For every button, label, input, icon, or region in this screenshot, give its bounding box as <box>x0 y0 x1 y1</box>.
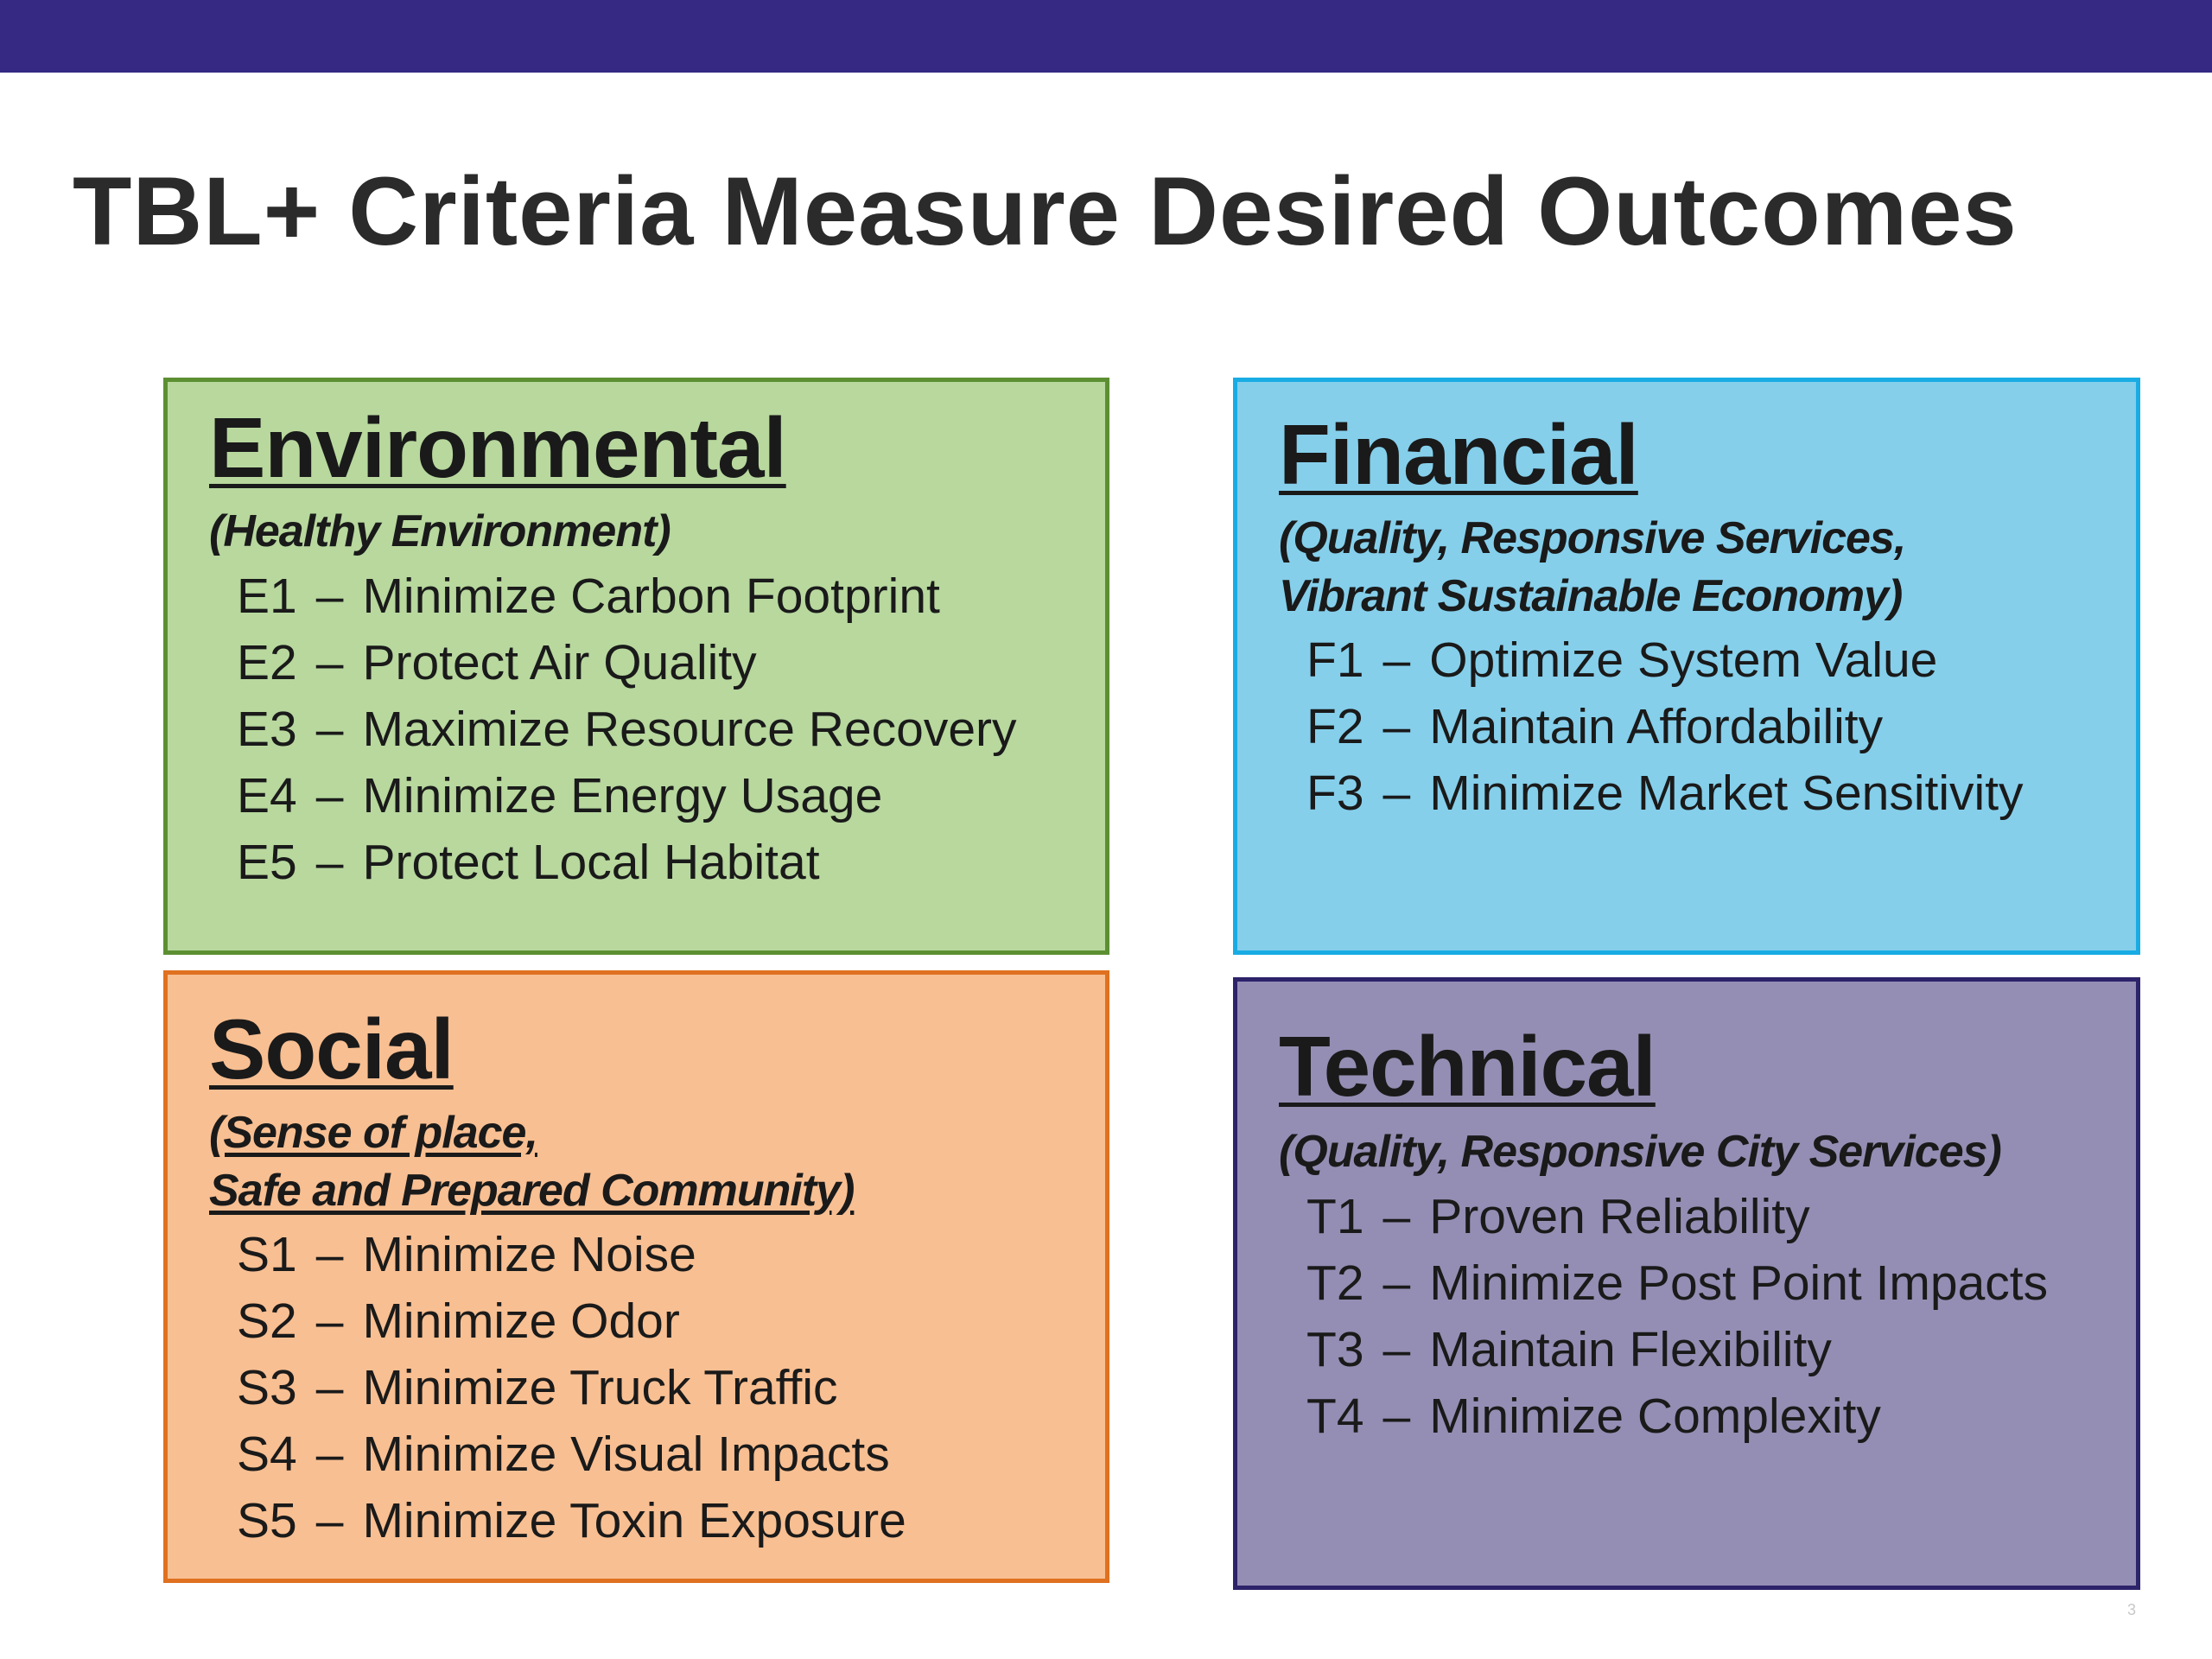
criterion-code: F2 <box>1306 699 1364 754</box>
environmental-subtitle: (Healthy Environment) <box>209 503 671 561</box>
criterion-code: E3 <box>237 702 297 757</box>
criterion-text: Minimize Truck Traffic <box>362 1360 838 1415</box>
criterion-e4: E4– Minimize Energy Usage <box>237 763 1017 830</box>
criterion-e5: E5– Protect Local Habitat <box>237 830 1017 896</box>
technical-heading: Technical <box>1279 1019 1656 1114</box>
technical-subtitle-line: (Quality, Responsive City Services) <box>1279 1127 2002 1177</box>
criterion-separator: – <box>315 1427 344 1482</box>
criterion-separator: – <box>1382 766 1411 821</box>
criterion-code: S4 <box>237 1427 297 1482</box>
criterion-code: F1 <box>1306 632 1364 688</box>
criterion-text: Minimize Odor <box>362 1294 680 1349</box>
technical-panel: Technical (Quality, Responsive City Serv… <box>1233 977 2140 1590</box>
criterion-code: F3 <box>1306 766 1364 821</box>
social-panel: Social (Sense of place, Safe and Prepare… <box>163 970 1109 1583</box>
criterion-separator: – <box>1382 1189 1411 1244</box>
criterion-text: Minimize Market Sensitivity <box>1429 766 2024 821</box>
financial-heading: Financial <box>1279 407 1639 502</box>
criterion-text: Maintain Affordability <box>1429 699 1884 754</box>
social-subtitle: (Sense of place, Safe and Prepared Commu… <box>209 1104 855 1220</box>
criterion-text: Minimize Visual Impacts <box>362 1427 890 1482</box>
criterion-text: Maximize Resource Recovery <box>362 702 1017 757</box>
criterion-text: Minimize Complexity <box>1429 1389 1881 1444</box>
criterion-text: Minimize Toxin Exposure <box>362 1493 906 1548</box>
criterion-code: T4 <box>1306 1389 1364 1444</box>
criterion-code: T1 <box>1306 1189 1364 1244</box>
criterion-separator: – <box>315 569 344 624</box>
criterion-s5: S5– Minimize Toxin Exposure <box>237 1488 906 1554</box>
top-banner-bar <box>0 0 2212 73</box>
social-heading: Social <box>209 1001 454 1096</box>
criterion-text: Maintain Flexibility <box>1429 1322 1832 1377</box>
financial-subtitle: (Quality, Responsive Services, Vibrant S… <box>1279 510 1906 626</box>
criterion-f1: F1– Optimize System Value <box>1306 627 2024 694</box>
criterion-text: Optimize System Value <box>1429 632 1938 688</box>
criterion-f2: F2– Maintain Affordability <box>1306 694 2024 760</box>
criterion-code: T3 <box>1306 1322 1364 1377</box>
environmental-criteria-list: E1– Minimize Carbon Footprint E2– Protect … <box>237 563 1017 896</box>
criterion-separator: – <box>315 1493 344 1548</box>
criterion-code: S5 <box>237 1493 297 1548</box>
technical-subtitle: (Quality, Responsive City Services) <box>1279 1123 2002 1181</box>
criterion-code: S3 <box>237 1360 297 1415</box>
criterion-text: Protect Local Habitat <box>362 835 820 890</box>
criterion-t4: T4– Minimize Complexity <box>1306 1383 2048 1450</box>
criterion-code: E2 <box>237 635 297 690</box>
criterion-separator: – <box>1382 699 1411 754</box>
criterion-s3: S3– Minimize Truck Traffic <box>237 1355 906 1421</box>
criterion-s2: S2– Minimize Odor <box>237 1288 906 1355</box>
financial-panel: Financial (Quality, Responsive Services,… <box>1233 378 2140 955</box>
criterion-separator: – <box>315 702 344 757</box>
financial-subtitle-line: (Quality, Responsive Services, <box>1279 513 1906 563</box>
criterion-separator: – <box>315 1360 344 1415</box>
criterion-code: E4 <box>237 768 297 823</box>
criterion-code: S2 <box>237 1294 297 1349</box>
social-subtitle-line: (Sense of place, <box>209 1108 538 1158</box>
page-number: 3 <box>2127 1601 2137 1618</box>
criterion-separator: – <box>315 1227 344 1282</box>
social-criteria-list: S1– Minimize Noise S2– Minimize Odor S3– Mi… <box>237 1222 906 1554</box>
criterion-text: Minimize Carbon Footprint <box>362 569 940 624</box>
criterion-e2: E2– Protect Air Quality <box>237 630 1017 696</box>
criterion-separator: – <box>1382 1255 1411 1311</box>
criterion-t1: T1– Proven Reliability <box>1306 1184 2048 1250</box>
financial-criteria-list: F1– Optimize System Value F2– Maintain Aff… <box>1306 627 2024 827</box>
criterion-separator: – <box>1382 1389 1411 1444</box>
criterion-separator: – <box>1382 1322 1411 1377</box>
criterion-e3: E3– Maximize Resource Recovery <box>237 696 1017 763</box>
criterion-text: Proven Reliability <box>1429 1189 1810 1244</box>
criterion-text: Minimize Post Point Impacts <box>1429 1255 2049 1311</box>
criterion-t3: T3– Maintain Flexibility <box>1306 1317 2048 1383</box>
criterion-text: Minimize Noise <box>362 1227 696 1282</box>
criterion-text: Minimize Energy Usage <box>362 768 883 823</box>
slide-title: TBL+ Criteria Measure Desired Outcomes <box>73 157 2018 265</box>
criterion-separator: – <box>315 768 344 823</box>
criterion-separator: – <box>315 835 344 890</box>
criterion-s1: S1– Minimize Noise <box>237 1222 906 1288</box>
environmental-panel: Environmental (Healthy Environment) E1– M… <box>163 378 1109 955</box>
criterion-code: S1 <box>237 1227 297 1282</box>
criterion-code: T2 <box>1306 1255 1364 1311</box>
environmental-heading: Environmental <box>209 400 787 495</box>
criterion-text: Protect Air Quality <box>362 635 757 690</box>
criterion-separator: – <box>315 1294 344 1349</box>
criterion-s4: S4– Minimize Visual Impacts <box>237 1421 906 1488</box>
environmental-subtitle-line: (Healthy Environment) <box>209 506 671 556</box>
criterion-t2: T2– Minimize Post Point Impacts <box>1306 1250 2048 1317</box>
criterion-e1: E1– Minimize Carbon Footprint <box>237 563 1017 630</box>
social-subtitle-line: Safe and Prepared Community) <box>209 1166 855 1216</box>
technical-criteria-list: T1– Proven Reliability T2– Minimize Post P… <box>1306 1184 2048 1450</box>
criterion-separator: – <box>315 635 344 690</box>
financial-subtitle-line: Vibrant Sustainable Economy) <box>1279 571 1903 621</box>
criterion-code: E5 <box>237 835 297 890</box>
criterion-f3: F3– Minimize Market Sensitivity <box>1306 760 2024 827</box>
criterion-separator: – <box>1382 632 1411 688</box>
criterion-code: E1 <box>237 569 297 624</box>
